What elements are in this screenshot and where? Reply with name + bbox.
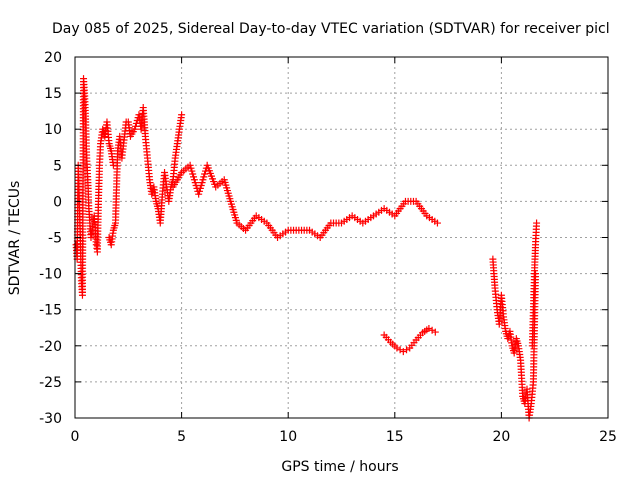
- y-tick-label: 20: [44, 50, 62, 66]
- x-tick-label: 25: [599, 429, 617, 445]
- grid-lines: [75, 57, 608, 418]
- axis-ticks: 0 5 10 15 20 25 -30 -25 -20 -15 -10 -5 0 5 10 15 20: [39, 50, 617, 445]
- y-tick-label: 10: [44, 122, 62, 138]
- y-tick-label: -10: [39, 267, 62, 283]
- y-tick-label: 15: [44, 86, 62, 102]
- y-tick-label: 0: [53, 194, 62, 210]
- x-tick-label: 20: [492, 429, 510, 445]
- data-points: [72, 75, 541, 422]
- data-point: [109, 161, 117, 169]
- y-tick-label: 5: [53, 158, 62, 174]
- x-tick-label: 5: [177, 429, 186, 445]
- y-tick-label: -5: [48, 231, 62, 247]
- x-axis-label: GPS time / hours: [281, 459, 398, 475]
- series-segment-3: [169, 161, 441, 241]
- y-tick-label: -20: [39, 339, 62, 355]
- x-tick-label: 0: [71, 429, 80, 445]
- series-segment-2: [105, 104, 186, 249]
- series-segment-4: [380, 324, 439, 356]
- x-tick-label: 15: [386, 429, 404, 445]
- y-tick-label: -15: [39, 303, 62, 319]
- y-axis-label: SDTVAR / TECUs: [7, 181, 23, 296]
- series-segment-1: [72, 75, 117, 299]
- data-point: [178, 111, 186, 119]
- y-tick-label: -25: [39, 375, 62, 391]
- series-segment-6: [528, 219, 541, 350]
- data-point: [433, 219, 441, 227]
- data-point: [431, 328, 439, 336]
- data-point: [533, 219, 541, 227]
- chart-title: Day 085 of 2025, Sidereal Day-to-day VTE…: [52, 21, 610, 37]
- y-tick-label: -30: [39, 411, 62, 427]
- x-tick-label: 10: [279, 429, 297, 445]
